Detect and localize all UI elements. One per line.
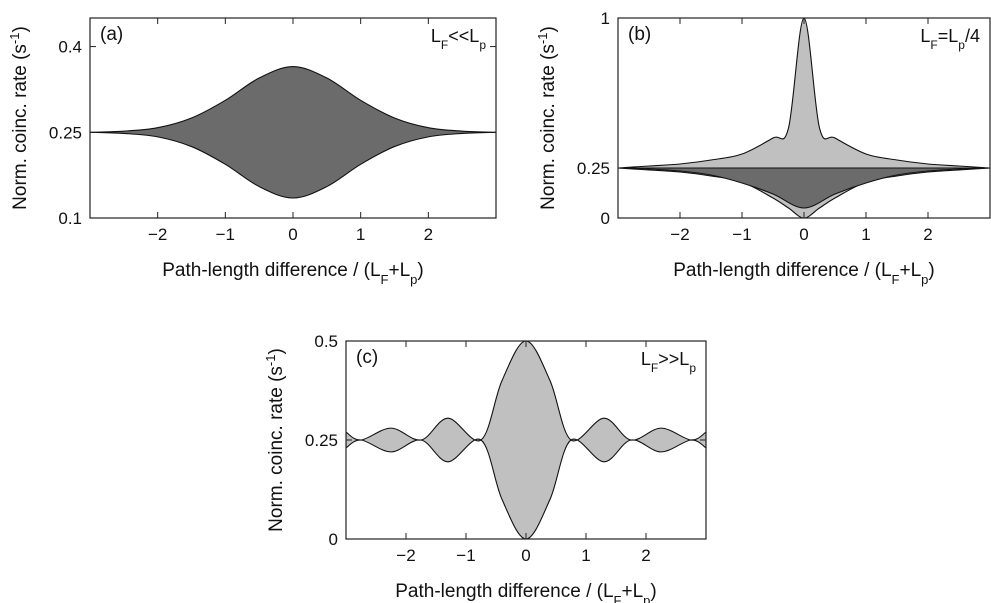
y-axis-label: Norm. coinc. rate (s-1) bbox=[535, 26, 560, 210]
series-1-band bbox=[346, 341, 706, 539]
x-tick-label: −1 bbox=[732, 225, 751, 244]
panel-label: (c) bbox=[356, 347, 378, 368]
panel-b: −2 −1 0 1 2 0 0.25 1 (b) LF=Lp/4 Path-length diffe… bbox=[535, 9, 991, 287]
x-axis-label: Path-length difference / (LF+Lp) bbox=[673, 260, 934, 287]
plot-area bbox=[90, 66, 496, 199]
x-tick-label: 2 bbox=[641, 546, 650, 565]
series-2-band bbox=[618, 167, 990, 209]
series-1-band bbox=[90, 66, 496, 199]
y-axis-label: Norm. coinc. rate (s-1) bbox=[7, 26, 32, 210]
y-tick-label: 0.4 bbox=[58, 38, 82, 57]
x-tick-label: 0 bbox=[521, 546, 530, 565]
x-axis-label: Path-length difference / (LF+Lp) bbox=[162, 260, 423, 287]
plot-area bbox=[346, 341, 706, 539]
x-tick-label: 0 bbox=[799, 225, 808, 244]
x-tick-label: 1 bbox=[356, 225, 365, 244]
x-tick-label: −1 bbox=[456, 546, 475, 565]
x-tick-label: −2 bbox=[148, 225, 167, 244]
x-tick-label: −2 bbox=[670, 225, 689, 244]
panel-a: −2 −1 0 1 2 0.1 0.25 0.4 (a) LF<<Lp Path-length di… bbox=[7, 17, 497, 287]
x-tick-label: −1 bbox=[216, 225, 235, 244]
y-tick-label: 0.25 bbox=[49, 123, 82, 142]
x-tick-label: 0 bbox=[288, 225, 297, 244]
y-tick-label: 0.5 bbox=[314, 332, 338, 351]
y-tick-label: 0.25 bbox=[305, 431, 338, 450]
panel-c: −2 −1 0 1 2 0 0.25 0.5 (c) LF>>Lp Path-length diff… bbox=[263, 332, 707, 603]
y-tick-label: 1 bbox=[601, 9, 610, 28]
x-axis-label: Path-length difference / (LF+Lp) bbox=[395, 581, 656, 603]
y-tick-label: 0.25 bbox=[577, 159, 610, 178]
x-tick-label: 2 bbox=[424, 225, 433, 244]
x-tick-label: 2 bbox=[923, 225, 932, 244]
x-tick-label: 1 bbox=[581, 546, 590, 565]
y-tick-label: 0.1 bbox=[58, 209, 82, 228]
y-tick-label: 0 bbox=[329, 530, 338, 549]
panel-label: (b) bbox=[628, 24, 651, 45]
x-tick-label: −2 bbox=[396, 546, 415, 565]
panel-label: (a) bbox=[100, 24, 123, 45]
y-axis-label: Norm. coinc. rate (s-1) bbox=[263, 348, 288, 532]
regime-label: LF>>Lp bbox=[641, 349, 696, 375]
regime-label: LF<<Lp bbox=[431, 26, 486, 52]
y-tick-label: 0 bbox=[601, 209, 610, 228]
x-tick-label: 1 bbox=[861, 225, 870, 244]
regime-label: LF=Lp/4 bbox=[920, 26, 980, 52]
